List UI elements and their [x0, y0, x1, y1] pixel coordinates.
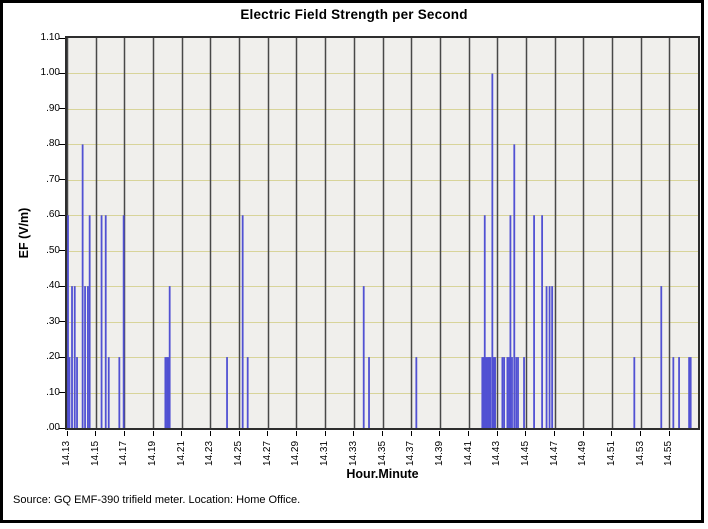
y-axis-tick-label: .10: [46, 386, 60, 398]
y-axis-tick: [59, 72, 65, 74]
y-axis-tick-label: 1.00: [40, 67, 60, 79]
x-axis-tick-label: 14.43: [491, 440, 503, 466]
y-axis-tick-label: .40: [46, 280, 60, 292]
y-axis-tick-label: .70: [46, 173, 60, 185]
y-axis-tick: [59, 321, 65, 323]
x-axis-tick: [611, 431, 613, 436]
x-axis-title: Hour.Minute: [346, 467, 419, 481]
x-axis-tick-label: 14.45: [519, 440, 531, 466]
x-axis-tick-label: 14.49: [577, 440, 589, 466]
x-axis-tick: [324, 431, 326, 436]
x-axis-tick-label: 14.39: [433, 440, 445, 466]
chart-title: Electric Field Strength per Second: [240, 7, 468, 22]
y-axis-tick: [59, 356, 65, 358]
y-axis-tick-label: .20: [46, 351, 60, 363]
x-axis-tick-label: 14.47: [548, 440, 560, 466]
y-axis-tick-label: .80: [46, 138, 60, 150]
x-axis-tick-label: 14.53: [634, 440, 646, 466]
y-axis-tick: [59, 392, 65, 394]
y-axis-tick: [59, 285, 65, 287]
x-axis-tick: [582, 431, 584, 436]
x-axis-tick-label: 14.21: [175, 440, 187, 466]
x-axis-tick: [468, 431, 470, 436]
x-axis-tick-label: 14.35: [376, 440, 388, 466]
y-axis-tick: [59, 143, 65, 145]
x-axis-tick-label: 14.27: [261, 440, 273, 466]
y-axis-tick: [59, 179, 65, 181]
x-axis-tick-label: 14.19: [147, 440, 159, 466]
x-axis-tick: [439, 431, 441, 436]
y-axis-tick: [59, 250, 65, 252]
x-axis-tick: [554, 431, 556, 436]
y-axis-tick-label: .30: [46, 315, 60, 327]
x-axis-tick: [123, 431, 125, 436]
y-axis-tick: [59, 214, 65, 216]
x-axis-tick: [640, 431, 642, 436]
y-axis-tick-label: .50: [46, 244, 60, 256]
x-axis-tick: [238, 431, 240, 436]
x-axis-tick-label: 14.25: [233, 440, 245, 466]
x-axis-tick-label: 14.51: [605, 440, 617, 466]
x-axis-tick-label: 14.15: [89, 440, 101, 466]
y-axis-tick: [59, 37, 65, 39]
y-axis-tick-label: .90: [46, 102, 60, 114]
source-note: Source: GQ EMF-390 trifield meter. Locat…: [13, 494, 301, 506]
y-axis-title: EF (V/m): [17, 207, 31, 259]
x-axis-tick: [410, 431, 412, 436]
x-axis-tick: [66, 431, 68, 436]
x-axis-tick: [267, 431, 269, 436]
x-axis-tick-label: 14.31: [319, 440, 331, 466]
x-axis-tick-label: 14.33: [347, 440, 359, 466]
x-axis-tick: [668, 431, 670, 436]
x-axis-tick-label: 14.41: [462, 440, 474, 466]
x-axis-tick: [152, 431, 154, 436]
x-axis-tick-label: 14.37: [405, 440, 417, 466]
x-axis-tick: [181, 431, 183, 436]
y-axis-tick-label: .00: [46, 422, 60, 433]
x-axis-tick: [353, 431, 355, 436]
x-axis-tick: [295, 431, 297, 436]
x-axis-tick: [95, 431, 97, 436]
x-axis-tick-label: 14.17: [118, 440, 130, 466]
y-axis-tick: [59, 427, 65, 429]
y-axis-tick-label: 1.10: [40, 32, 60, 43]
y-axis-tick-label: .60: [46, 209, 60, 221]
x-axis-tick: [525, 431, 527, 436]
plot-area: [65, 36, 700, 430]
x-axis-tick-label: 14.13: [61, 440, 72, 466]
x-axis-tick: [382, 431, 383, 436]
y-axis-tick: [59, 108, 65, 110]
x-axis-tick: [496, 431, 498, 436]
x-axis-tick-label: 14.29: [290, 440, 302, 466]
x-axis-tick: [209, 431, 211, 436]
x-axis-tick-label: 14.55: [663, 440, 675, 466]
x-axis-tick-label: 14.23: [204, 440, 216, 466]
